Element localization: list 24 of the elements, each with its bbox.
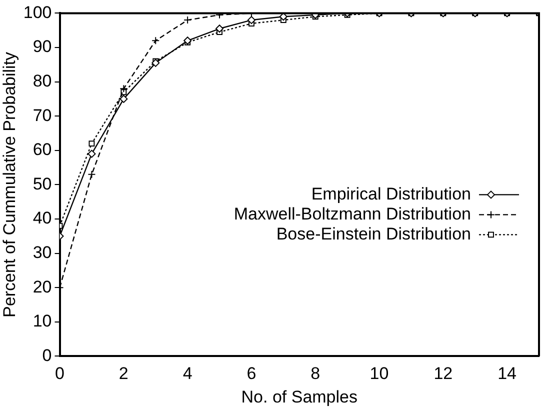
x-tick-label: 8 xyxy=(310,364,320,384)
x-tick-label: 10 xyxy=(370,364,389,384)
x-tick-label: 14 xyxy=(498,364,517,384)
y-tick-label: 70 xyxy=(32,106,52,125)
y-tick-label: 50 xyxy=(32,174,52,194)
x-tick-label: 2 xyxy=(118,364,128,384)
legend-label: Maxwell-Boltzmann Distribution xyxy=(234,204,471,224)
y-tick-label: 30 xyxy=(32,242,52,262)
y-tick-label: 100 xyxy=(23,2,52,22)
y-tick-label: 0 xyxy=(42,346,52,365)
legend-label: Bose-Einstein Distribution xyxy=(276,224,471,244)
x-axis-title: No. of Samples xyxy=(241,387,358,406)
legend-label: Empirical Distribution xyxy=(311,184,471,204)
y-tick-label: 20 xyxy=(32,277,52,296)
y-tick-label: 40 xyxy=(32,208,52,228)
y-tick-label: 90 xyxy=(32,37,52,56)
y-tick-label: 80 xyxy=(32,71,52,90)
x-tick-label: 12 xyxy=(434,364,453,384)
y-tick-label: 10 xyxy=(32,312,52,331)
x-tick-label: 6 xyxy=(246,364,256,384)
y-axis-title: Percent of Cummulative Probability xyxy=(0,51,19,318)
x-tick-label: 0 xyxy=(55,364,64,384)
x-tick-label: 4 xyxy=(182,364,192,384)
y-tick-label: 60 xyxy=(32,140,52,160)
